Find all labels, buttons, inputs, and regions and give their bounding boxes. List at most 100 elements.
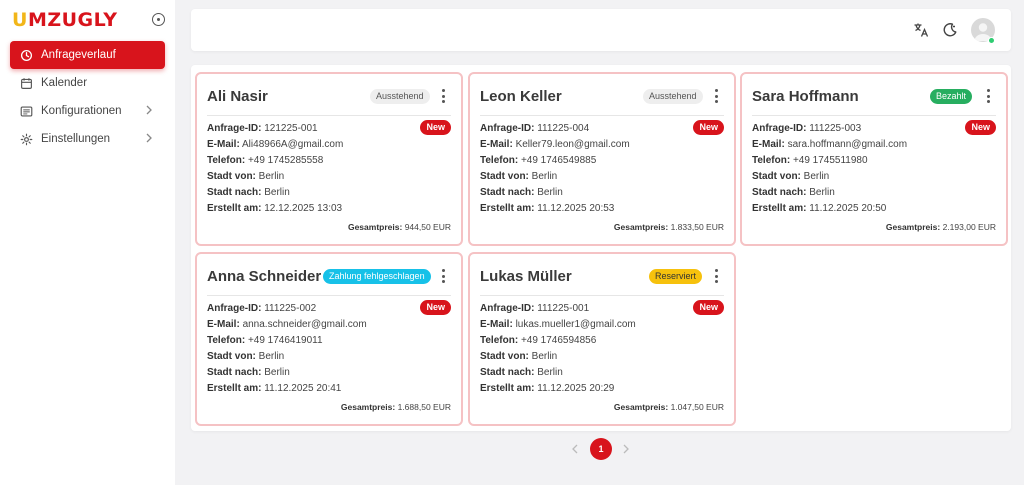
logo[interactable]: UMZUGLY bbox=[12, 8, 118, 32]
card-header: Anna Schneider Zahlung fehlgeschlagen bbox=[197, 254, 461, 298]
more-options-icon[interactable] bbox=[714, 269, 718, 283]
city-to-row: Stadt nach: Berlin bbox=[207, 187, 290, 198]
total-price: Gesamtpreis: 944,50 EUR bbox=[347, 222, 451, 232]
phone-row: Telefon: +49 1746594856 bbox=[480, 335, 597, 346]
total-price: Gesamtpreis: 1.047,50 EUR bbox=[613, 402, 724, 412]
phone-row: Telefon: +49 1745285558 bbox=[207, 155, 324, 166]
new-badge: New bbox=[965, 120, 996, 135]
card-header: Ali Nasir Ausstehend bbox=[197, 74, 461, 118]
city-to-row: Stadt nach: Berlin bbox=[480, 187, 563, 198]
status-badge: Reserviert bbox=[649, 269, 703, 284]
status-badge: Bezahlt bbox=[930, 89, 973, 104]
sidebar: UMZUGLY Anfrageverlauf Kalender Konfigur… bbox=[0, 0, 175, 485]
email-row: E-Mail: sara.hoffmann@gmail.com bbox=[752, 139, 908, 150]
request-id-row: Anfrage-ID: 111225-003 bbox=[752, 123, 862, 134]
city-to-row: Stadt nach: Berlin bbox=[480, 367, 563, 378]
email-row: E-Mail: Keller79.leon@gmail.com bbox=[480, 139, 630, 150]
gear-icon bbox=[20, 133, 33, 146]
request-card[interactable]: Anna Schneider Zahlung fehlgeschlagen Ne… bbox=[195, 252, 463, 426]
new-badge: New bbox=[420, 300, 451, 315]
created-row: Erstellt am: 11.12.2025 20:53 bbox=[480, 203, 615, 214]
sidebar-nav: Anfrageverlauf Kalender Konfigurationen … bbox=[10, 41, 165, 153]
divider bbox=[480, 295, 724, 296]
more-options-icon[interactable] bbox=[441, 89, 445, 103]
divider bbox=[752, 115, 996, 116]
city-to-row: Stadt nach: Berlin bbox=[207, 367, 290, 378]
status-badge: Zahlung fehlgeschlagen bbox=[323, 269, 431, 284]
customer-name: Lukas Müller bbox=[480, 268, 572, 285]
city-from-row: Stadt von: Berlin bbox=[752, 171, 830, 182]
divider bbox=[207, 295, 451, 296]
city-from-row: Stadt von: Berlin bbox=[480, 171, 558, 182]
customer-name: Leon Keller bbox=[480, 88, 562, 105]
city-to-row: Stadt nach: Berlin bbox=[752, 187, 835, 198]
requests-panel: Ali Nasir Ausstehend New Anfrage-ID: 121… bbox=[191, 65, 1011, 431]
email-row: E-Mail: anna.schneider@gmail.com bbox=[207, 319, 367, 330]
created-row: Erstellt am: 11.12.2025 20:41 bbox=[207, 383, 342, 394]
request-id-row: Anfrage-ID: 111225-004 bbox=[480, 123, 590, 134]
card-header: Lukas Müller Reserviert bbox=[470, 254, 734, 298]
card-details: Anfrage-ID: 111225-002 E-Mail: anna.schn… bbox=[207, 301, 367, 397]
email-row: E-Mail: Ali48966A@gmail.com bbox=[207, 139, 344, 150]
pagination: 1 bbox=[565, 438, 635, 460]
request-id-row: Anfrage-ID: 121225-001 bbox=[207, 123, 318, 134]
email-row: E-Mail: lukas.mueller1@gmail.com bbox=[480, 319, 636, 330]
chevron-right-icon bbox=[145, 105, 153, 118]
card-details: Anfrage-ID: 121225-001 E-Mail: Ali48966A… bbox=[207, 121, 343, 217]
sidebar-collapse-button[interactable] bbox=[152, 13, 165, 26]
next-page-button[interactable] bbox=[622, 444, 630, 454]
sidebar-item-label: Anfrageverlauf bbox=[41, 49, 116, 61]
request-card[interactable]: Lukas Müller Reserviert New Anfrage-ID: … bbox=[468, 252, 736, 426]
total-price: Gesamtpreis: 1.688,50 EUR bbox=[340, 402, 451, 412]
sidebar-item-label: Einstellungen bbox=[41, 133, 111, 145]
status-badge: Ausstehend bbox=[370, 89, 430, 104]
card-details: Anfrage-ID: 111225-004 E-Mail: Keller79.… bbox=[480, 121, 630, 217]
more-options-icon[interactable] bbox=[986, 89, 990, 103]
new-badge: New bbox=[420, 120, 451, 135]
request-card[interactable]: Leon Keller Ausstehend New Anfrage-ID: 1… bbox=[468, 72, 736, 246]
request-card[interactable]: Sara Hoffmann Bezahlt New Anfrage-ID: 11… bbox=[740, 72, 1008, 246]
dark-mode-icon[interactable] bbox=[942, 22, 958, 38]
more-options-icon[interactable] bbox=[441, 269, 445, 283]
phone-row: Telefon: +49 1745511980 bbox=[752, 155, 868, 166]
sidebar-item-anfrageverlauf[interactable]: Anfrageverlauf bbox=[10, 41, 165, 69]
sidebar-item-label: Konfigurationen bbox=[41, 105, 122, 117]
divider bbox=[480, 115, 724, 116]
more-options-icon[interactable] bbox=[714, 89, 718, 103]
customer-name: Ali Nasir bbox=[207, 88, 268, 105]
sidebar-item-einstellungen[interactable]: Einstellungen bbox=[10, 125, 165, 153]
sidebar-item-kalender[interactable]: Kalender bbox=[10, 69, 165, 97]
customer-name: Anna Schneider bbox=[207, 268, 322, 285]
request-id-row: Anfrage-ID: 111225-001 bbox=[480, 303, 590, 314]
total-price: Gesamtpreis: 1.833,50 EUR bbox=[613, 222, 724, 232]
city-from-row: Stadt von: Berlin bbox=[480, 351, 558, 362]
translate-icon[interactable] bbox=[913, 22, 929, 38]
request-card[interactable]: Ali Nasir Ausstehend New Anfrage-ID: 121… bbox=[195, 72, 463, 246]
new-badge: New bbox=[693, 120, 724, 135]
created-row: Erstellt am: 12.12.2025 13:03 bbox=[207, 203, 343, 214]
customer-name: Sara Hoffmann bbox=[752, 88, 859, 105]
new-badge: New bbox=[693, 300, 724, 315]
sidebar-item-label: Kalender bbox=[41, 77, 88, 89]
previous-page-button[interactable] bbox=[571, 444, 579, 454]
phone-row: Telefon: +49 1746549885 bbox=[480, 155, 597, 166]
online-status-dot bbox=[988, 37, 995, 44]
topbar bbox=[191, 9, 1011, 51]
city-from-row: Stadt von: Berlin bbox=[207, 171, 285, 182]
logo-text: UMZUGLY bbox=[12, 9, 118, 31]
card-header: Sara Hoffmann Bezahlt bbox=[742, 74, 1006, 118]
sidebar-item-konfigurationen[interactable]: Konfigurationen bbox=[10, 97, 165, 125]
phone-row: Telefon: +49 1746419011 bbox=[207, 335, 323, 346]
total-price: Gesamtpreis: 2.193,00 EUR bbox=[885, 222, 996, 232]
card-details: Anfrage-ID: 111225-003 E-Mail: sara.hoff… bbox=[752, 121, 907, 217]
created-row: Erstellt am: 11.12.2025 20:50 bbox=[752, 203, 887, 214]
page-number-button[interactable]: 1 bbox=[590, 438, 612, 460]
chevron-right-icon bbox=[145, 133, 153, 146]
created-row: Erstellt am: 11.12.2025 20:29 bbox=[480, 383, 615, 394]
history-icon bbox=[20, 49, 33, 62]
status-badge: Ausstehend bbox=[643, 89, 703, 104]
city-from-row: Stadt von: Berlin bbox=[207, 351, 285, 362]
list-icon bbox=[20, 105, 33, 118]
request-id-row: Anfrage-ID: 111225-002 bbox=[207, 303, 317, 314]
card-header: Leon Keller Ausstehend bbox=[470, 74, 734, 118]
